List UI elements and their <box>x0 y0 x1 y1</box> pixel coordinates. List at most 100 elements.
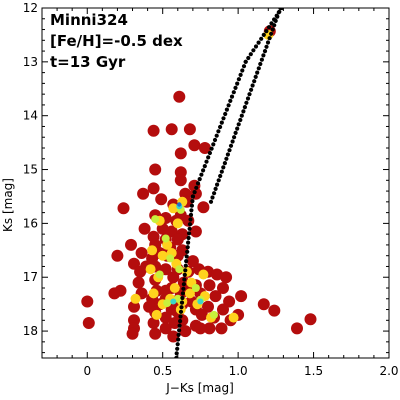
density-point-mid <box>168 203 179 214</box>
isochrone-point <box>255 70 260 75</box>
star-point <box>125 238 137 251</box>
star-point <box>159 322 172 335</box>
isochrone-point <box>256 40 261 45</box>
star-point <box>147 124 160 137</box>
isochrone-point <box>182 272 187 277</box>
isochrone-point <box>208 199 214 204</box>
density-point-high <box>191 284 200 292</box>
star-point <box>220 271 233 284</box>
star-point <box>137 187 150 200</box>
isochrone-point <box>235 126 240 131</box>
plot-area <box>81 8 317 358</box>
isochrone-point <box>218 173 223 179</box>
star-point <box>149 163 162 176</box>
star-point <box>174 147 187 160</box>
x-tick-label: 1.5 <box>304 364 323 378</box>
density-point-max <box>177 202 182 207</box>
isochrone-point <box>187 231 192 236</box>
isochrone-point <box>211 142 216 147</box>
y-tick-label: 13 <box>23 55 38 69</box>
star-point <box>155 193 168 206</box>
isochrone-point <box>225 152 230 157</box>
isochrone-point <box>195 181 201 186</box>
isochrone-point <box>181 282 186 287</box>
isochrone-point <box>176 332 181 337</box>
star-point <box>82 317 95 329</box>
density-point-high <box>166 254 175 263</box>
isochrone-point <box>189 208 194 213</box>
star-point <box>159 284 172 297</box>
density-point-mid <box>157 250 168 261</box>
isochrone-point <box>186 240 191 245</box>
star-point <box>198 142 211 154</box>
isochrone-point <box>177 323 182 328</box>
isochrone-point <box>212 191 217 196</box>
isochrone-point <box>258 61 263 67</box>
isochrone-point <box>176 337 181 342</box>
isochrone-point <box>221 116 226 121</box>
isochrone-point <box>192 190 197 195</box>
isochrone-point <box>264 29 269 34</box>
isochrone-point <box>248 52 253 57</box>
star-point <box>156 222 169 235</box>
isochrone-point <box>175 342 180 347</box>
star-point <box>217 282 229 294</box>
isochrone-point <box>241 64 247 69</box>
isochrone-point <box>180 295 185 301</box>
star-point <box>194 322 207 335</box>
star-point <box>195 308 208 321</box>
isochrone-point <box>213 186 218 191</box>
isochrone-point <box>197 177 202 182</box>
isochrone-point <box>188 212 194 217</box>
isochrone-point <box>262 49 268 54</box>
isochrone-point <box>218 124 223 130</box>
isochrone-point <box>201 168 206 173</box>
star-point <box>167 271 180 284</box>
isochrone-point <box>204 159 209 164</box>
isochrone-point <box>243 59 248 64</box>
density-point-mid <box>145 264 156 275</box>
star-point <box>81 295 94 308</box>
star-point <box>291 322 303 335</box>
density-point-mid <box>148 288 159 299</box>
star-point <box>217 303 229 316</box>
star-point <box>183 123 196 136</box>
isochrone-point <box>207 150 212 156</box>
isochrone-point <box>278 8 283 11</box>
density-point-mid <box>228 312 239 323</box>
isochrone-point <box>240 68 245 73</box>
star-point <box>268 304 281 317</box>
isochrone-point <box>185 249 190 254</box>
isochrone-point <box>214 133 219 138</box>
isochrone-point <box>250 83 255 88</box>
density-point-mid <box>130 293 141 304</box>
chart-axes: 0 0.5 1.0 1.5 2.0 12 13 14 15 16 17 18 <box>23 1 399 378</box>
density-point-mid <box>162 239 173 250</box>
isochrone-point <box>264 44 269 49</box>
density-point-peak <box>197 298 204 305</box>
isochrone-point <box>267 36 272 41</box>
isochrone-point <box>219 120 224 125</box>
y-tick-label: 17 <box>23 270 38 284</box>
y-tick-label: 12 <box>23 1 38 15</box>
star-point <box>179 325 192 338</box>
annotation-metallicity: [Fe/H]=-0.5 dex <box>50 32 183 50</box>
chart-marks <box>81 8 317 358</box>
isochrone-point <box>182 277 187 282</box>
isochrone-point <box>236 77 241 82</box>
star-point <box>138 222 151 235</box>
isochrone-point <box>235 81 240 86</box>
density-point-high <box>175 265 184 274</box>
isochrone-point <box>188 217 193 222</box>
star-point <box>215 322 228 335</box>
star-point <box>126 327 139 340</box>
isochrone-point <box>226 103 231 108</box>
isochrone-point <box>261 32 266 38</box>
isochrone-point <box>181 286 186 291</box>
star-point <box>159 311 172 324</box>
isochrone-point <box>236 122 241 127</box>
star-point <box>174 174 187 187</box>
isochrone-point <box>185 245 190 250</box>
isochrone-point <box>252 79 257 84</box>
isochrone-point <box>230 139 235 144</box>
